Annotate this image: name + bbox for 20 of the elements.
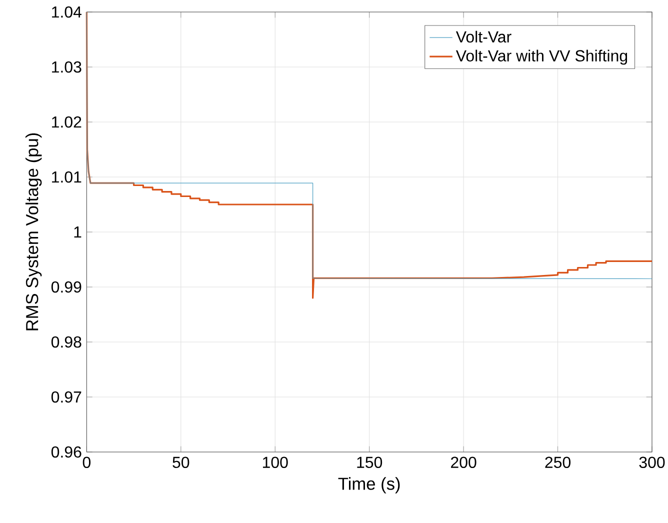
y-tick-label: 1.03 xyxy=(52,62,82,73)
y-tick-label: 1 xyxy=(74,226,82,238)
x-tick-label: 50 xyxy=(172,456,190,468)
y-axis-title: RMS System Voltage (pu) xyxy=(26,134,42,330)
x-tick-label: 250 xyxy=(545,456,570,468)
x-tick-label: 200 xyxy=(451,456,476,468)
x-tick-label: 150 xyxy=(357,456,382,468)
x-tick-label: 100 xyxy=(262,456,288,468)
x-axis-title: Time (s) xyxy=(338,477,400,494)
legend-label: Volt-Var with VV Shifting xyxy=(456,50,628,65)
y-tick-label: 1.02 xyxy=(52,116,82,128)
y-tick-label: 0.99 xyxy=(51,282,82,293)
y-tick-label: 1.01 xyxy=(52,172,82,183)
y-tick-label: 0.96 xyxy=(51,446,82,458)
y-tick-label: 0.97 xyxy=(51,392,82,403)
x-tick-label: 300 xyxy=(639,456,665,468)
y-tick-label: 0.98 xyxy=(51,336,82,348)
y-tick-label: 1.04 xyxy=(52,6,82,18)
legend-label: Volt-Var xyxy=(456,30,512,43)
x-tick-label: 0 xyxy=(82,456,91,468)
